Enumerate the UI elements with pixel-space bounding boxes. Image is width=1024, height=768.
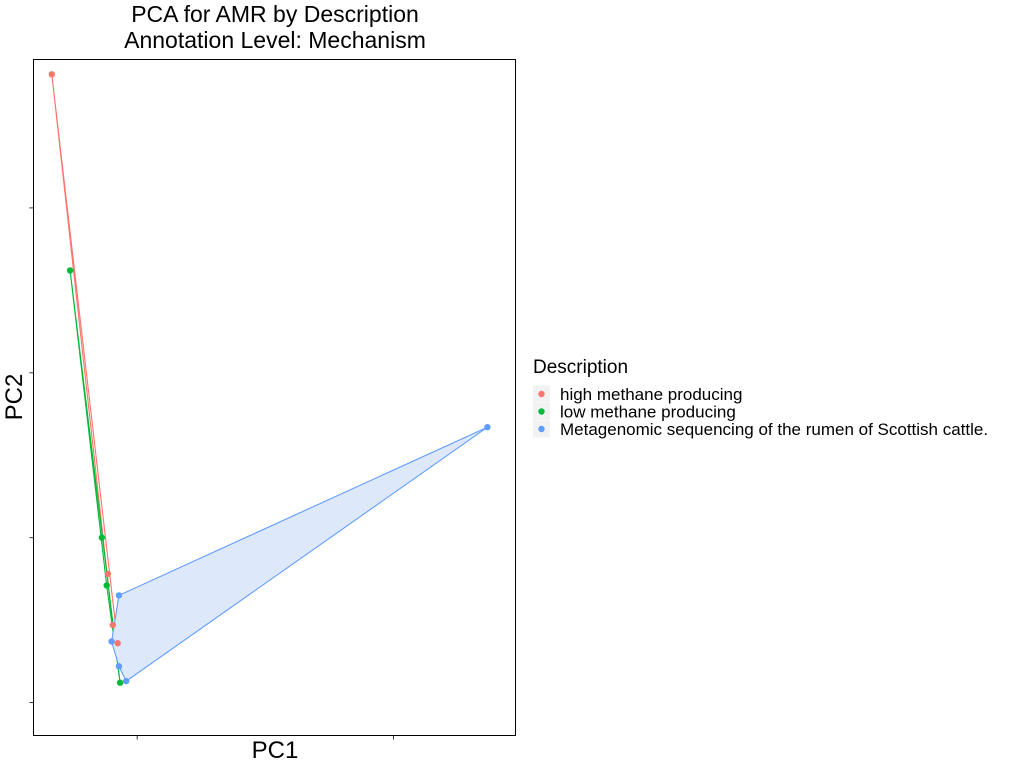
plot-panel-border <box>33 59 516 736</box>
point-series-2-0 <box>484 424 491 431</box>
x-axis-label: PC1 <box>252 737 299 764</box>
point-series-2-2 <box>108 638 115 645</box>
point-series-0-2 <box>109 621 117 629</box>
point-series-2-3 <box>115 663 123 670</box>
hull-series-2 <box>111 426 488 682</box>
point-series-1-2 <box>103 582 110 589</box>
legend-key-0 <box>538 390 545 398</box>
chart-title: PCA for AMR by Description <box>131 1 419 27</box>
legend-label-0: high methane producing <box>560 385 742 404</box>
point-series-1-0 <box>66 267 74 274</box>
hull-layer <box>51 74 488 683</box>
point-series-1-1 <box>98 534 106 541</box>
point-series-0-1 <box>104 570 112 578</box>
point-series-0-0 <box>48 71 55 78</box>
hull-series-0 <box>51 74 119 644</box>
legend-title: Description <box>533 357 628 378</box>
legend-label-1: low methane producing <box>560 403 736 422</box>
legend-label-2: Metagenomic sequencing of the rumen of S… <box>560 420 988 439</box>
point-series-1-3 <box>116 679 124 686</box>
point-series-2-4 <box>123 677 130 685</box>
point-layer <box>48 71 491 686</box>
tick-layer <box>29 207 394 740</box>
y-axis-label: PC2 <box>1 374 28 421</box>
legend-key-1 <box>538 408 545 415</box>
hull-series-1 <box>69 270 121 683</box>
chart-subtitle: Annotation Level: Mechanism <box>124 27 426 53</box>
point-series-2-1 <box>115 592 123 599</box>
point-series-0-3 <box>114 640 121 647</box>
legend-key-2 <box>538 425 545 433</box>
